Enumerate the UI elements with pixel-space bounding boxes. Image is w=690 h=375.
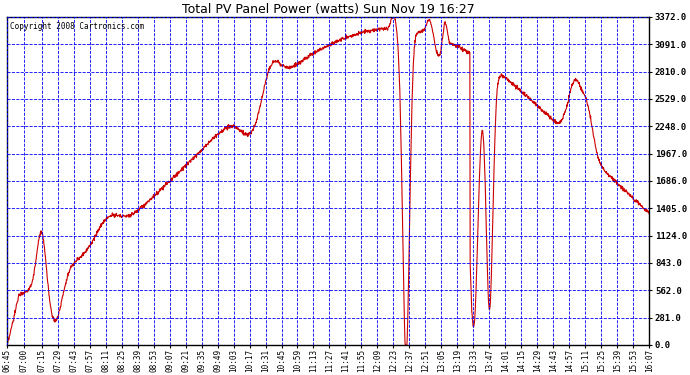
Title: Total PV Panel Power (watts) Sun Nov 19 16:27: Total PV Panel Power (watts) Sun Nov 19 … [182, 3, 475, 16]
Text: Copyright 2008 Cartronics.com: Copyright 2008 Cartronics.com [10, 22, 145, 31]
